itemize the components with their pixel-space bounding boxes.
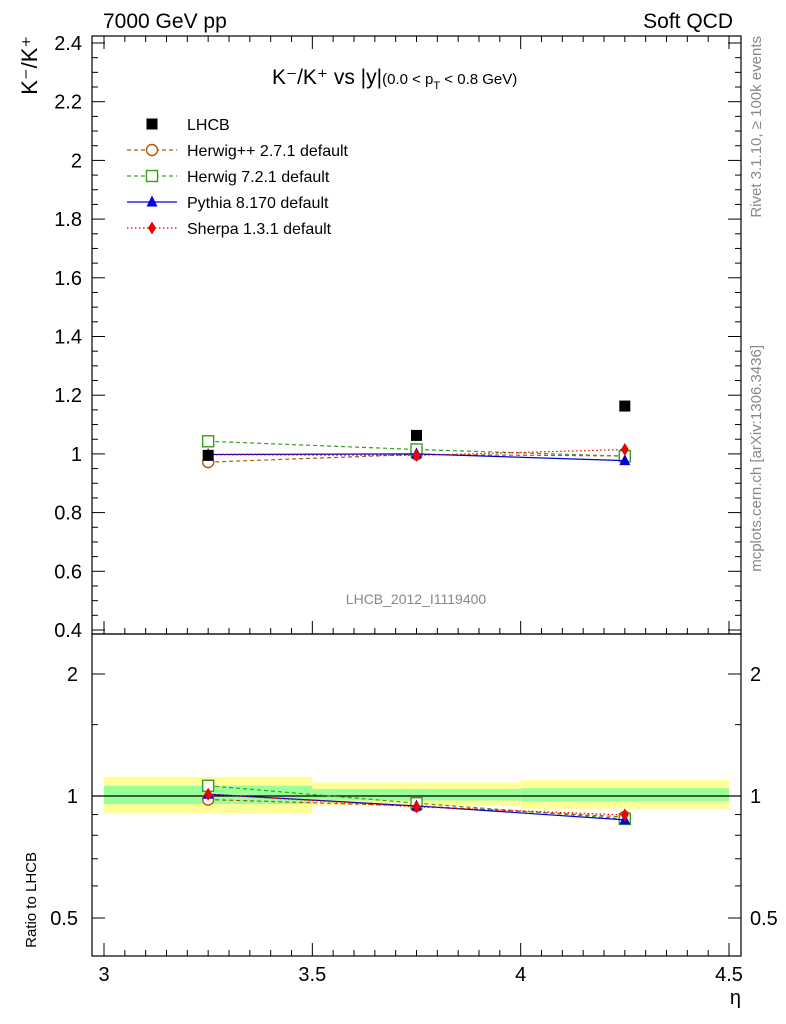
mcplots-label: mcplots.cern.ch [arXiv:1306.3436]: [748, 345, 765, 572]
y-axis-label: K⁻/K⁺: [17, 36, 42, 95]
ratio-tick-label-right: 1: [750, 786, 761, 808]
legend-label: Herwig++ 2.7.1 default: [187, 143, 349, 160]
y-tick-label: 2.4: [54, 33, 82, 55]
data-marks: [201, 400, 632, 826]
analysis-watermark: LHCB_2012_I1119400: [346, 591, 487, 607]
legend-label: Herwig 7.2.1 default: [187, 169, 330, 186]
y-tick-label: 1.8: [54, 209, 82, 231]
ratio-tick-label: 0.5: [50, 908, 78, 930]
series-point: [620, 442, 629, 456]
y-tick-label: 2.2: [54, 92, 82, 114]
data-point: [202, 449, 214, 461]
x-tick-label: 4.5: [715, 964, 743, 986]
ratio-tick-label: 2: [67, 664, 78, 686]
rivet-label: Rivet 3.1.10, ≥ 100k events: [748, 36, 765, 218]
y-tick-label: 0.8: [54, 503, 82, 525]
header-process: Soft QCD: [643, 10, 733, 33]
legend-label: Sherpa 1.3.1 default: [187, 221, 332, 238]
x-tick-label: 3: [98, 964, 109, 986]
series-point: [619, 454, 631, 466]
y-tick-label: 1: [71, 444, 82, 466]
ratio-point: [204, 787, 213, 801]
data-point: [619, 400, 631, 412]
x-axis-label: η: [730, 987, 741, 1009]
ratio-point: [412, 800, 421, 814]
ratio-uncertainty-bands: [92, 776, 741, 814]
x-tick-label: 4: [515, 964, 526, 986]
header-energy: 7000 GeV pp: [103, 10, 227, 33]
x-tick-label: 3.5: [298, 964, 326, 986]
legend-marker: [146, 118, 158, 130]
legend-marker: [146, 195, 158, 207]
legend-marker: [145, 169, 159, 183]
series-herwigpppp: [201, 448, 632, 824]
legend-marker: [145, 143, 159, 157]
chart-title: K⁻/K⁺ vs |y|(0.0 < pT < 0.8 GeV): [272, 66, 517, 92]
ratio-band-inner: [520, 788, 729, 802]
y-tick-label: 1.2: [54, 385, 82, 407]
series-point: [412, 448, 421, 462]
data-point: [411, 429, 422, 441]
ratio-axis-label: Ratio to LHCB: [23, 852, 40, 948]
y-tick-label: 0.6: [54, 561, 82, 583]
ratio-band-inner: [312, 789, 521, 801]
ratio-tick-label-right: 0.5: [750, 908, 778, 930]
legend: LHCB Herwig++ 2.7.1 default Herwig 7.2.1 d…: [127, 117, 349, 238]
ratio-tick-label-right: 2: [750, 664, 761, 686]
series-point: [201, 435, 215, 448]
y-tick-label: 1.6: [54, 268, 82, 290]
y-tick-label: 2: [71, 150, 82, 172]
y-tick-label: 0.4: [54, 620, 82, 642]
axis-ticks: 3 3.5 4 4.5 0.4 0.6 0.8 1 1.2 1.4 1.6 1.8 2 2.2 2.4 0.5…: [50, 33, 778, 986]
series-pythia: [202, 447, 631, 825]
ratio-tick-label: 1: [67, 786, 78, 808]
legend-label: Pythia 8.170 default: [187, 195, 329, 212]
y-tick-label: 1.4: [54, 327, 82, 349]
ratio-point: [620, 808, 629, 822]
legend-label: LHCB: [187, 117, 230, 134]
legend-marker: [148, 221, 156, 235]
